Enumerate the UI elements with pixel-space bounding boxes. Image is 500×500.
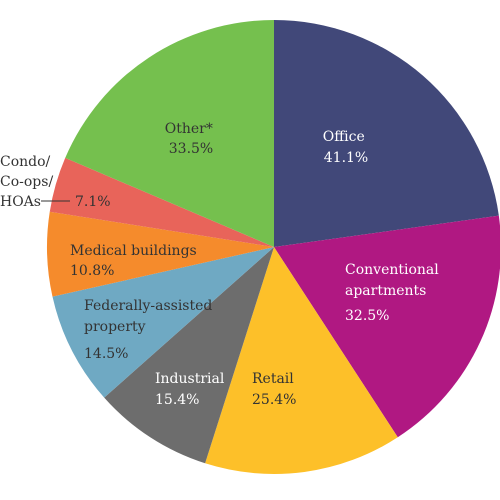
pie-slice-retail <box>205 247 398 474</box>
label-federally-assisted-property: Federally-assisted property 14.5% <box>84 298 217 362</box>
pie-slice-federally-assisted-property <box>52 247 274 398</box>
label-office: Office 41.1% <box>323 129 369 166</box>
label-medical-buildings: Medical buildings 10.8% <box>70 243 201 279</box>
label-other: Other* 33.5% <box>165 121 218 157</box>
pie-slice-conventional-apartments <box>274 215 500 438</box>
label-industrial: Industrial 15.4% <box>155 371 229 408</box>
pie-slices <box>46 20 500 474</box>
label-retail: Retail 25.4% <box>252 371 298 408</box>
value-condo-coops-hoas: 7.1% <box>75 194 111 210</box>
pie-slice-other <box>65 20 274 247</box>
pie-slice-medical-buildings <box>46 211 274 297</box>
label-conventional-apartments: Conventional apartments 32.5% <box>345 262 443 324</box>
label-condo-coops-hoas: Condo/ Co-ops/ HOAs <box>0 154 58 210</box>
pie-slice-office <box>274 20 499 247</box>
pie-slice-condo-co-ops-hoas <box>49 157 274 247</box>
pie-slice-industrial <box>104 247 274 464</box>
